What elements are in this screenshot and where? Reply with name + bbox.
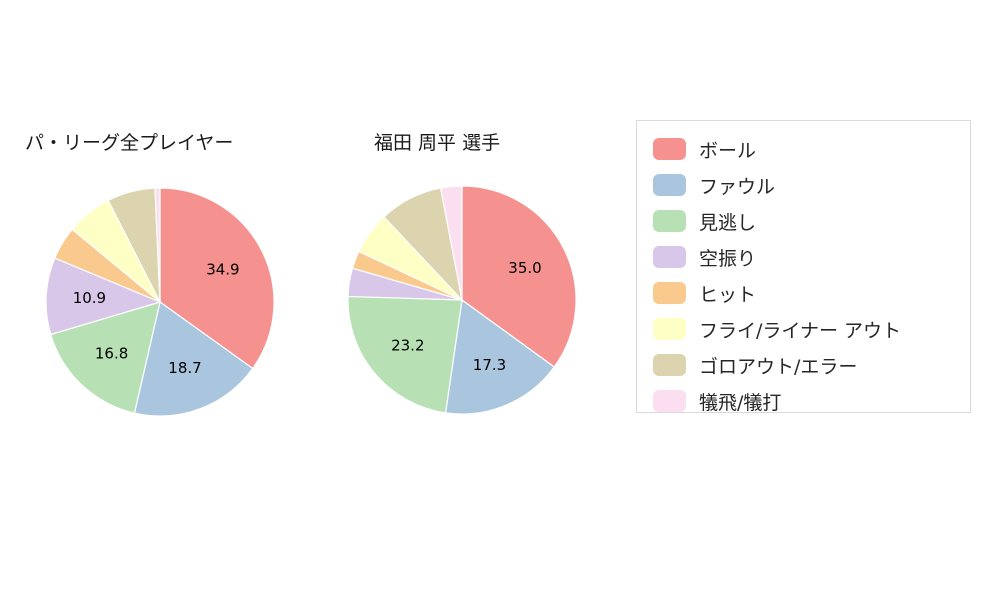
pie-0-value-label-1: 18.7 xyxy=(168,359,201,377)
pie-1-value-label-0: 35.0 xyxy=(508,259,541,277)
pie-0-slice-7 xyxy=(154,187,161,303)
legend-swatch-icon xyxy=(653,138,686,160)
pie-1-slice-2 xyxy=(347,295,463,414)
legend-swatch-icon xyxy=(653,354,686,376)
legend-item-6: ゴロアウト/エラー xyxy=(653,348,954,382)
pie-1-slice-1 xyxy=(444,298,556,415)
legend-label: ゴロアウト/エラー xyxy=(699,355,858,378)
legend-item-1: ファウル xyxy=(653,168,954,202)
legend-item-2: 見逃し xyxy=(653,204,954,238)
legend-label: 空振り xyxy=(699,247,757,270)
legend-label: ボール xyxy=(699,139,757,162)
legend-label: ファウル xyxy=(699,175,776,198)
pie-1-value-label-1: 17.3 xyxy=(473,356,506,374)
pie-0-value-label-3: 10.9 xyxy=(73,289,106,307)
legend-item-3: 空振り xyxy=(653,240,954,274)
legend-label: 犠飛/犠打 xyxy=(699,391,782,414)
legend-swatch-icon xyxy=(653,246,686,268)
legend-swatch-icon xyxy=(653,282,686,304)
pie-0-slice-2 xyxy=(49,301,161,414)
legend-swatch-icon xyxy=(653,318,686,340)
legend-item-4: ヒット xyxy=(653,276,954,310)
pie-1-slice-0 xyxy=(461,185,577,368)
legend-swatch-icon xyxy=(653,174,686,196)
pie-0-slice-0 xyxy=(159,187,275,370)
legend: ボールファウル見逃し空振りヒットフライ/ライナー アウト ゴロアウト/エラー 犠飛/… xyxy=(636,120,971,414)
legend-item-0: ボール xyxy=(653,132,954,166)
pie-1-slice-7 xyxy=(439,185,463,301)
chart-title-right: 福田 周平 選手 xyxy=(374,132,501,154)
legend-label: 見逃し xyxy=(699,211,757,234)
legend-swatch-icon xyxy=(653,390,686,412)
pie-0-slice-3 xyxy=(45,257,162,336)
legend-label: ヒット xyxy=(699,283,757,306)
chart-title-left: パ・リーグ全プレイヤー xyxy=(25,132,234,154)
pie-0-value-label-0: 34.9 xyxy=(206,261,239,279)
legend-label: フライ/ライナー アウト xyxy=(699,319,902,342)
legend-swatch-icon xyxy=(653,210,686,232)
legend-item-7: 犠飛/犠打 xyxy=(653,384,954,418)
pie-1-value-label-2: 23.2 xyxy=(391,336,424,354)
legend-item-5: フライ/ライナー アウト xyxy=(653,312,954,346)
pie-0-slice-1 xyxy=(133,300,254,417)
pie-0-value-label-2: 16.8 xyxy=(95,345,128,363)
